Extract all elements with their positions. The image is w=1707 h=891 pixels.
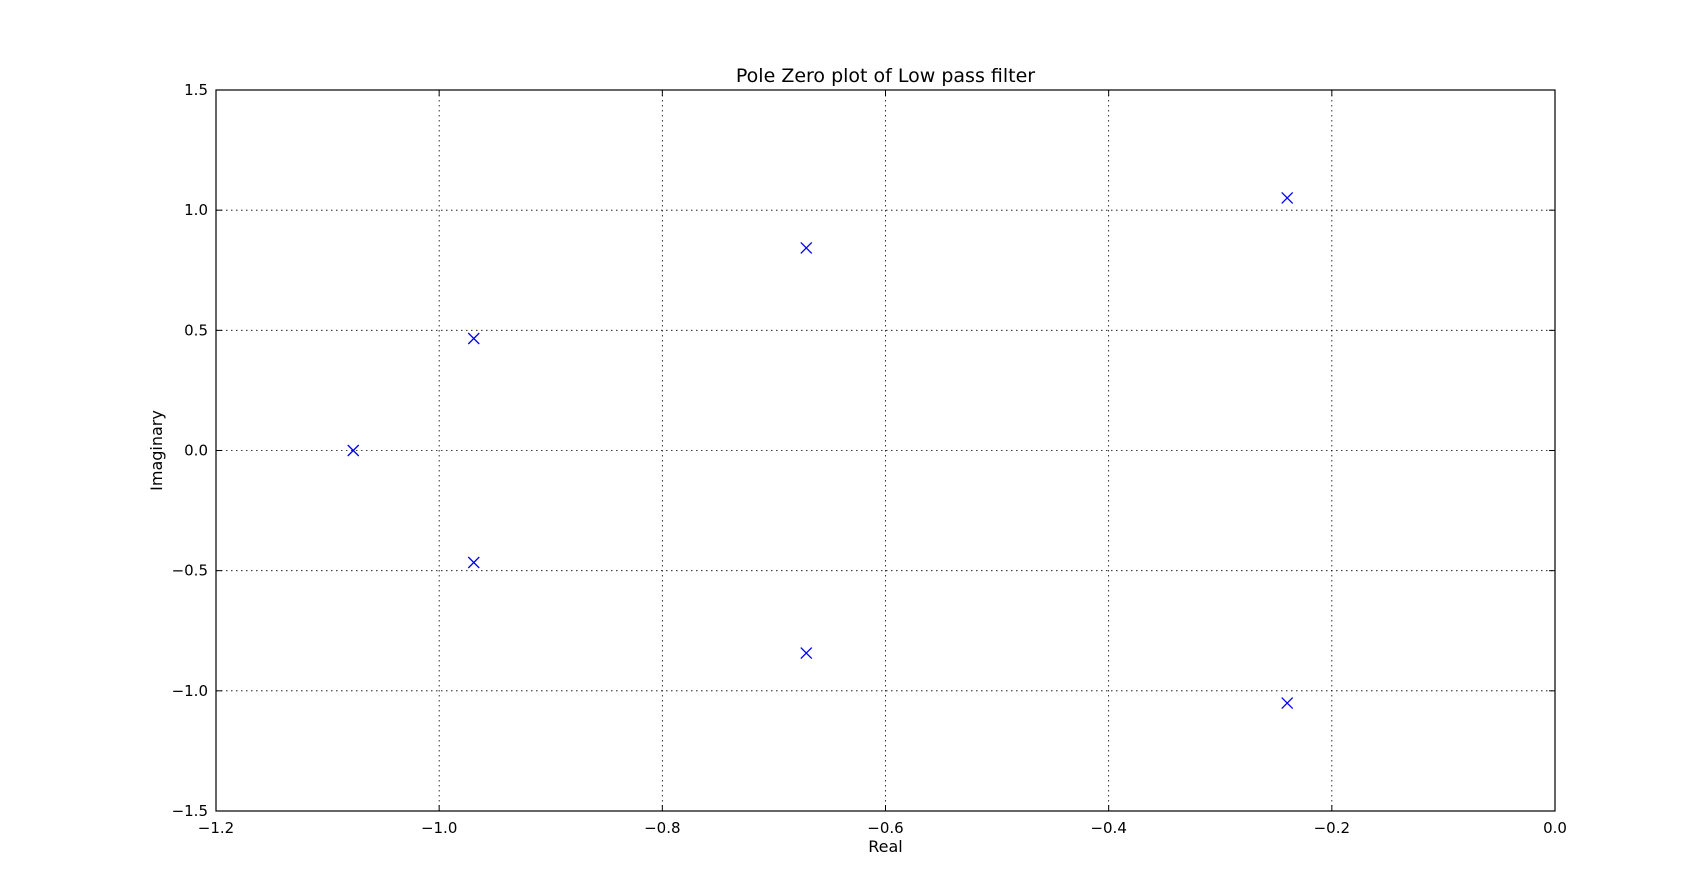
grid-lines (216, 90, 1555, 811)
pole-marker (800, 647, 813, 660)
pole-marker (467, 332, 480, 345)
y-tick-label: −0.5 (172, 562, 208, 580)
x-tick-label: −0.2 (1314, 819, 1350, 837)
x-tick-label: −0.6 (867, 819, 903, 837)
pole-marker (1281, 191, 1294, 204)
x-axis-label: Real (868, 837, 903, 856)
pole-marker-stroke (347, 444, 360, 457)
axis-ticks (215, 89, 1556, 812)
y-tick-label: −1.0 (172, 682, 208, 700)
pole-marker-stroke (1281, 191, 1294, 204)
x-tick-label: −0.8 (644, 819, 680, 837)
y-tick-labels: 1.5 1.0 0.5 0.0 −0.5 −1.0 −1.5 (172, 81, 208, 820)
x-tick-label: −1.2 (198, 819, 234, 837)
chart-title: Pole Zero plot of Low pass filter (736, 65, 1035, 87)
pole-marker (467, 556, 480, 569)
pole-markers (347, 191, 1294, 710)
y-tick-label: 1.0 (184, 201, 208, 219)
x-tick-label: 0.0 (1543, 819, 1567, 837)
x-tick-label: −0.4 (1090, 819, 1126, 837)
pole-marker-stroke (800, 647, 813, 660)
pole-marker-stroke (467, 556, 480, 569)
y-tick-label: 1.5 (184, 81, 208, 99)
x-tick-labels: −1.2 −1.0 −0.8 −0.6 −0.4 −0.2 0.0 (198, 819, 1567, 837)
y-tick-label: 0.0 (184, 442, 208, 460)
pole-marker-stroke (467, 332, 480, 345)
pole-marker (1281, 697, 1294, 710)
pole-marker (800, 241, 813, 254)
pole-marker-stroke (800, 241, 813, 254)
x-tick-label: −1.0 (421, 819, 457, 837)
pole-marker (347, 444, 360, 457)
y-tick-label: −1.5 (172, 802, 208, 820)
y-axis-label: Imaginary (147, 410, 166, 491)
pole-marker-stroke (1281, 697, 1294, 710)
y-tick-label: 0.5 (184, 321, 208, 339)
